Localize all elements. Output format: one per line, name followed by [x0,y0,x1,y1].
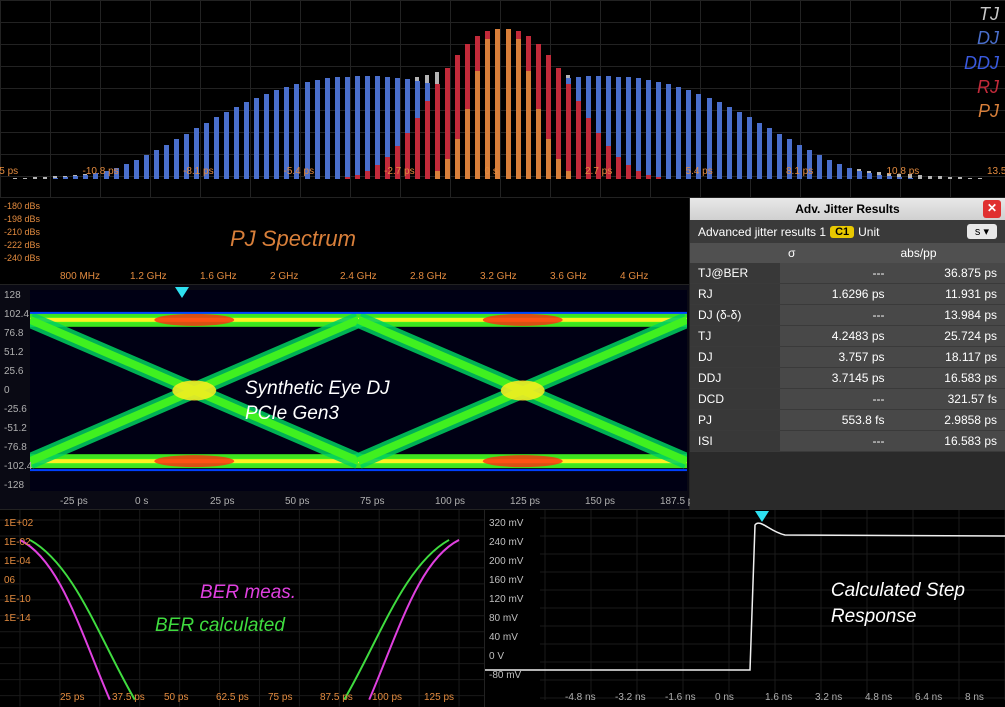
pj-spectrum-panel: PJ Spectrum -180 dBs-198 dBs-210 dBs-222… [0,198,690,285]
table-row[interactable]: ISI---16.583 ps [690,431,1005,452]
step-marker-icon[interactable] [755,511,769,522]
eye-diagram-panel: Synthetic Eye DJ PCIe Gen3 128102.476.85… [0,285,690,510]
x-tick-label: -2.7 ps [384,166,415,177]
legend-item: RJ [964,75,999,99]
results-subheader: Advanced jitter results 1 C1 Unit s ▾ [690,220,1005,243]
x-tick-label: 5.4 ps [686,166,713,177]
eye-marker-icon[interactable] [175,287,189,298]
table-row[interactable]: TJ4.2483 ps25.724 ps [690,326,1005,347]
table-row[interactable]: TJ@BER---36.875 ps [690,263,1005,284]
results-header-title: Adv. Jitter Results [698,198,997,220]
histogram-bars [0,9,1005,179]
legend-item: DDJ [964,51,999,75]
channel-badge[interactable]: C1 [830,226,854,238]
spectrum-title: PJ Spectrum [230,226,356,252]
eye-title-line1: Synthetic Eye DJ [245,378,390,399]
jitter-results-panel: Adv. Jitter Results ✕ Advanced jitter re… [690,198,1005,510]
ber-panel: 1E+021E-021E-04061E-101E-14 25 ps37.5 ps… [0,510,485,707]
jitter-histogram-panel: TJDJDDJRJPJ -13.5 ps -10.8 ps -8.1 ps -5.4 … [0,0,1005,198]
unit-select[interactable]: s ▾ [967,224,997,239]
legend-item: DJ [964,26,999,50]
eye-title: Synthetic Eye DJ PCIe Gen3 [245,377,390,426]
x-tick-label: 0 s [485,166,498,177]
results-sub-label: Advanced jitter results 1 [698,225,826,239]
x-tick-label: -8.1 ps [183,166,214,177]
results-header: Adv. Jitter Results ✕ [690,198,1005,220]
unit-label: Unit [858,225,879,239]
table-row[interactable]: DDJ3.7145 ps16.583 ps [690,368,1005,389]
eye-title-line2: PCIe Gen3 [245,403,339,424]
x-tick-label: 10.8 ps [887,166,920,177]
x-tick-label: -5.4 ps [284,166,315,177]
step-title: Calculated Step Response [831,578,965,629]
ber-calc-label: BER calculated [155,615,285,637]
ber-meas-label: BER meas. [200,582,296,604]
table-row[interactable]: DJ (δ-δ)---13.984 ps [690,305,1005,326]
x-tick-label: 8.1 ps [786,166,813,177]
table-row[interactable]: RJ1.6296 ps11.931 ps [690,284,1005,305]
table-row[interactable]: DJ3.757 ps18.117 ps [690,347,1005,368]
x-tick-label: -13.5 ps [0,166,18,177]
step-response-panel: 320 mV240 mV200 mV160 mV120 mV80 mV40 mV… [485,510,1005,707]
table-row[interactable]: DCD---321.57 fs [690,389,1005,410]
legend-item: PJ [964,99,999,123]
x-tick-label: -10.8 ps [83,166,119,177]
legend-item: TJ [964,2,999,26]
histogram-legend: TJDJDDJRJPJ [964,2,999,123]
results-table: σabs/pp TJ@BER---36.875 psRJ1.6296 ps11.… [690,243,1005,452]
close-icon[interactable]: ✕ [983,200,1001,218]
table-row[interactable]: PJ553.8 fs2.9858 ps [690,410,1005,431]
x-tick-label: 2.7 ps [585,166,612,177]
x-tick-label: 13.5 ps [987,166,1005,177]
